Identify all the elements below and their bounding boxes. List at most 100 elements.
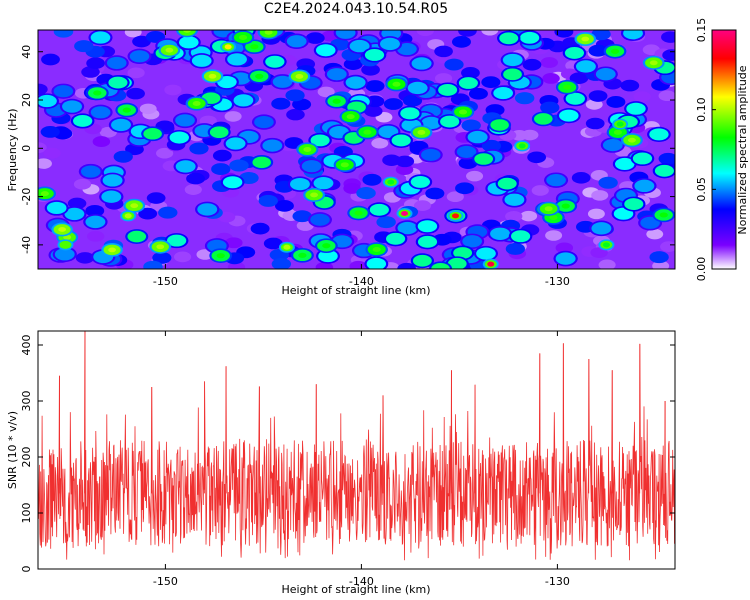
heat-blob [41,53,60,66]
heat-blob [81,66,100,78]
heat-blob [481,139,502,152]
heat-blob [615,157,635,171]
heat-blob [326,68,347,81]
snr-y-label: SNR (10 * v/v) [6,411,19,489]
heat-blob-core [417,129,426,135]
heat-blob [54,248,75,261]
heat-blob [458,77,478,89]
heat-blob [356,187,376,200]
heat-blob [292,210,312,223]
heat-blob [451,35,472,48]
heat-blob [366,257,387,269]
heat-blob [139,103,157,115]
heat-blob [272,75,293,88]
heat-blob [108,76,128,89]
heat-blob [434,45,453,58]
heat-blob-core [238,34,248,40]
heat-blob [233,94,254,107]
heat-blob [167,234,187,247]
heat-blob [606,96,626,108]
colorbar: 0.00 0.05 0.10 0.15 Normalized spectral amp… [695,18,749,282]
heat-blob [421,148,441,161]
heat-blob-core [183,30,192,33]
heat-blob-core [108,247,116,253]
spectrogram-y-label: Frequency (Hz) [6,109,19,192]
heat-blob [343,58,363,70]
heat-blob [86,230,105,242]
heat-blob [285,89,305,102]
heat-blob [571,172,591,184]
heat-blob [417,235,438,248]
heat-blob [222,176,243,189]
heat-blob [383,98,403,110]
heat-blob [175,160,196,173]
heat-blob [462,235,482,248]
snr-series-line [38,331,675,561]
heat-blob [209,126,229,139]
heat-blob [376,216,396,229]
heat-blob [271,97,291,110]
heat-blob-core [549,214,558,221]
heat-blob [658,90,675,102]
heat-peak [387,179,395,185]
heat-blob [129,50,150,63]
heat-blob [540,101,560,114]
heat-blob [397,262,417,269]
heat-blob-core [322,243,331,249]
spectrogram-x-tick-label: -130 [545,275,570,288]
heat-blob [178,30,196,36]
heat-blob-core [340,162,349,168]
heat-blob [254,116,274,129]
heat-blob-core [354,210,363,216]
heat-blob [379,37,400,51]
heat-blob [397,42,417,56]
heat-blob [503,68,522,81]
heat-blob [271,258,292,269]
chart-title: C2E4.2024.043.10.54.R05 [263,1,449,17]
heat-blob [126,87,145,100]
heat-blob [158,206,178,219]
colorbar-tick-label: 0.10 [695,97,708,122]
heat-blob [258,194,278,207]
heat-blob [189,142,209,155]
heat-peak [61,242,69,248]
snr-y-tick-label: 300 [20,391,33,412]
heat-blob [410,175,430,188]
heat-blob [646,228,664,240]
heat-blob [113,150,133,163]
heat-blob [395,164,414,176]
heat-blob [588,44,608,57]
heat-blob [301,160,322,173]
snr-x-tick-label: -140 [349,575,374,588]
heat-blob [527,151,547,164]
heat-blob [132,35,151,48]
heat-blob [349,260,367,269]
heat-blob [292,98,312,111]
heat-blob-core [40,191,49,197]
spectrogram-y-tick-label: 20 [20,93,33,107]
heat-blob [505,210,523,222]
heat-blob [654,164,674,177]
heat-blob [555,242,574,254]
heat-blob [386,232,406,245]
heat-blob [156,147,174,159]
heat-blob-core [628,137,636,143]
heat-blob [490,119,509,131]
spectrogram-y-tick-label: 40 [20,45,33,59]
snr-x-label: Height of straight line (km) [281,583,430,596]
heat-blob-core [610,48,620,54]
heat-blob [369,203,389,216]
heat-blob [490,227,511,240]
heat-blob [588,90,608,102]
heat-blob [591,190,609,201]
spectrogram-y-tick-label: 0 [20,145,33,152]
heat-blob [186,172,205,185]
heat-blob [364,49,385,61]
heat-blob [229,159,249,172]
heat-blob [343,182,361,194]
heat-blob [587,208,605,220]
heat-blob [73,114,93,127]
heat-blob-core [156,244,165,250]
heat-blob [658,152,675,165]
heat-blob [67,197,87,210]
